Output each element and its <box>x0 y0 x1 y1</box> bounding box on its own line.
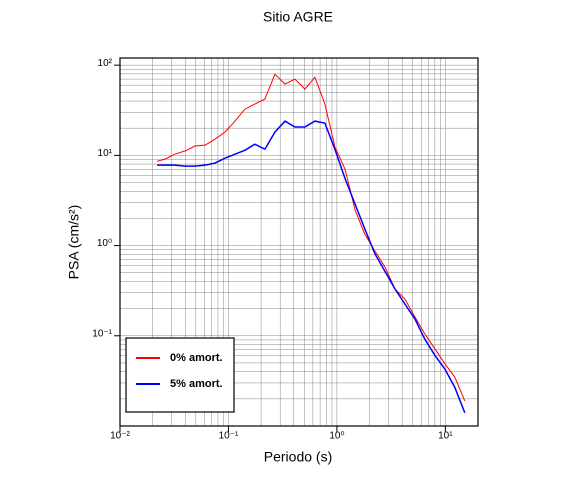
legend-label: 0% amort. <box>170 352 223 364</box>
x-axis-label: Periodo (s) <box>264 449 332 465</box>
y-axis-label: PSA (cm/s²) <box>66 205 82 280</box>
legend-box <box>125 337 235 413</box>
x-tick-label: 10¹ <box>438 431 453 442</box>
series-line <box>156 73 466 402</box>
legend-label: 5% amort. <box>170 378 223 390</box>
series-line <box>157 120 466 414</box>
plot-frame <box>119 57 479 427</box>
x-tick-label: 10⁰ <box>329 431 344 442</box>
y-tick-label: 10⁻¹ <box>92 328 112 339</box>
y-tick-label: 10¹ <box>98 148 113 159</box>
x-tick-label: 10⁻¹ <box>219 431 239 442</box>
x-tick-label: 10⁻² <box>110 431 130 442</box>
chart-title: Sitio AGRE <box>263 9 333 25</box>
y-tick-label: 10⁰ <box>97 238 112 249</box>
y-tick-label: 10² <box>98 58 113 69</box>
